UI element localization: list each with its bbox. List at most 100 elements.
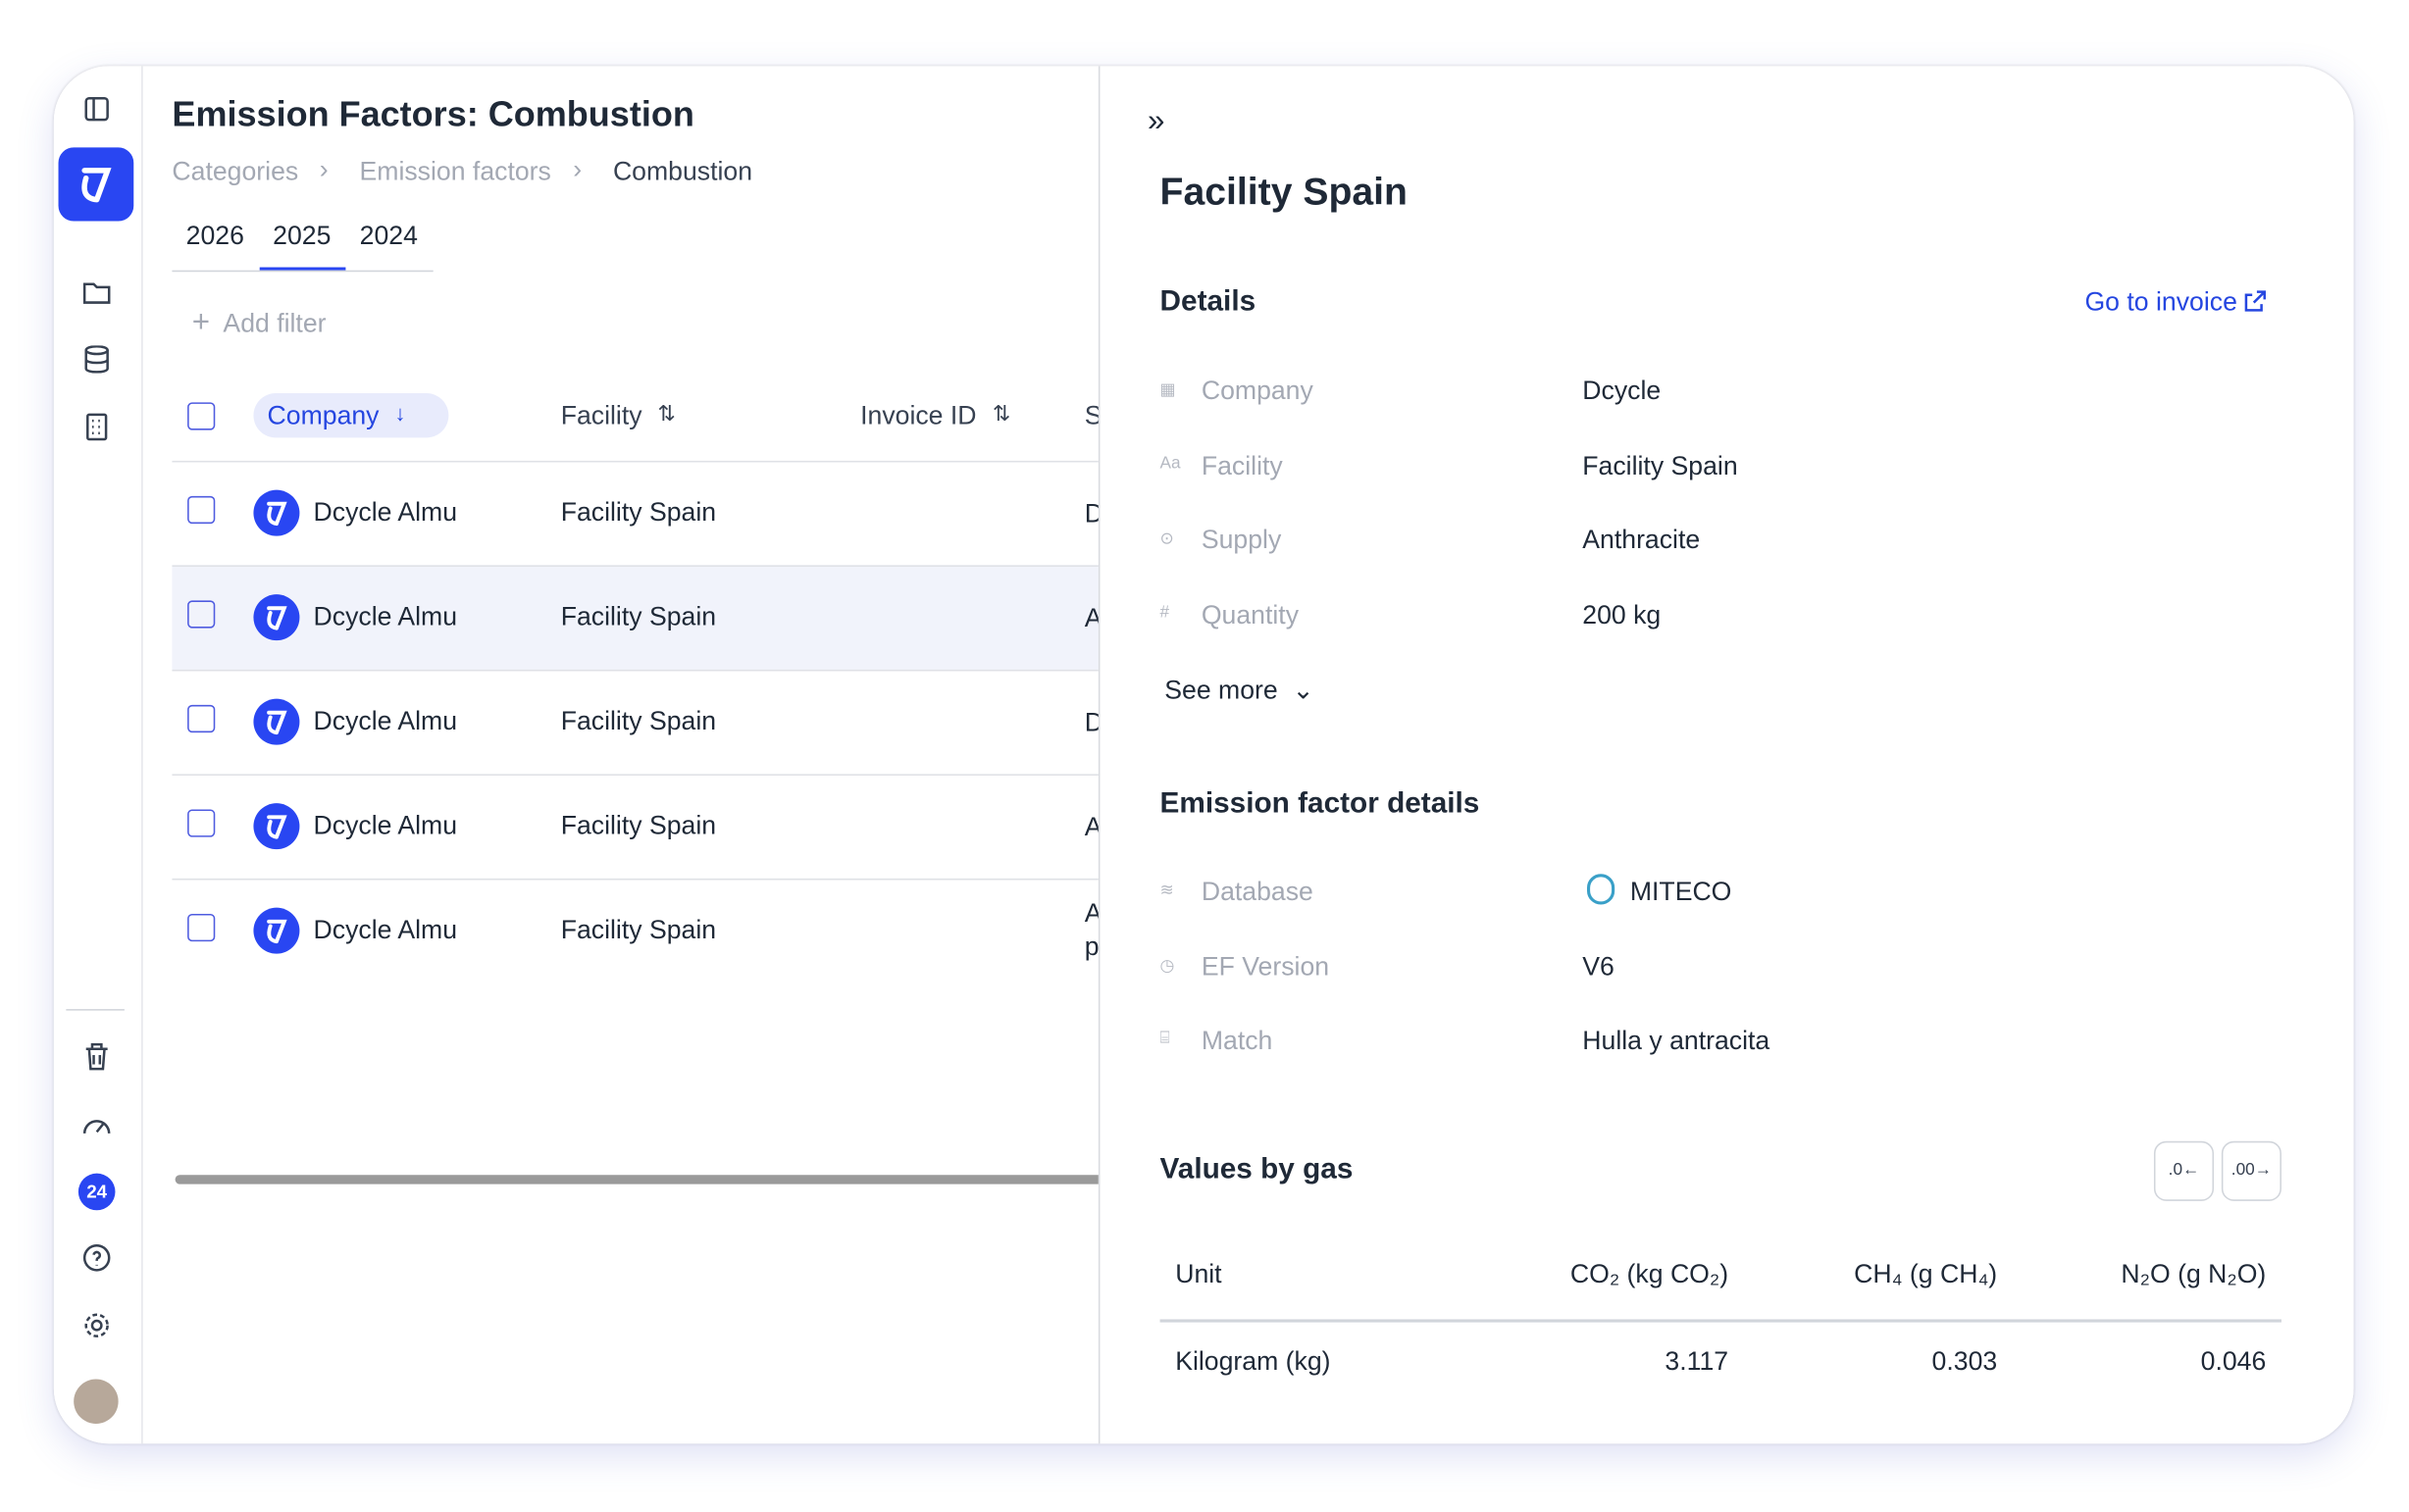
cell: Dcycle Almu — [313, 706, 458, 736]
active-tab-indicator — [258, 267, 345, 271]
breadcrumb-separator: › — [319, 155, 329, 184]
gas-header: CO₂ (kg CO₂) — [1569, 1259, 1729, 1289]
cell: Dcycle Almu — [313, 915, 458, 945]
checkbox[interactable] — [187, 809, 216, 837]
section-title: Emission factor details — [1159, 787, 1480, 821]
section-title: Details — [1159, 285, 1256, 319]
sidebar: 24 — [53, 66, 143, 1444]
gas-header: CH₄ (g CH₄) — [1854, 1259, 1998, 1289]
breadcrumb[interactable]: Categories — [172, 156, 299, 186]
collapse-panel[interactable]: » — [1148, 104, 1165, 138]
field-value: Anthracite — [1582, 526, 1701, 556]
field-label: Database — [1201, 877, 1313, 907]
folder-icon[interactable] — [82, 279, 111, 304]
field-icon: ≋ — [1159, 882, 1174, 900]
field-value: Dcycle — [1582, 376, 1662, 406]
gas-cell: 3.117 — [1665, 1346, 1729, 1377]
checkbox[interactable] — [187, 402, 216, 430]
cell: Facility Spain — [560, 497, 717, 528]
gas-header: Unit — [1175, 1259, 1222, 1289]
field-icon: ⊙ — [1159, 529, 1174, 549]
field-label: Company — [1201, 376, 1313, 406]
field-value: Hulla y antracita — [1582, 1026, 1770, 1056]
year-tab[interactable]: 2024 — [359, 221, 418, 251]
cell: A — [1085, 811, 1099, 844]
cell: Facility Spain — [560, 601, 717, 631]
row-divider — [172, 774, 1099, 776]
row-divider — [172, 878, 1099, 881]
gas-cell: 0.303 — [1931, 1346, 1998, 1377]
main-content: Emission Factors: Combustion Categories ›… — [141, 66, 1099, 1443]
year-tab[interactable]: 2025 — [273, 221, 332, 251]
field-icon: ◷ — [1159, 956, 1175, 976]
cell: Dcycle Almu — [313, 601, 458, 631]
checkbox[interactable] — [187, 495, 216, 525]
gauge-icon[interactable] — [81, 1112, 112, 1136]
field-icon: Aa — [1159, 454, 1181, 473]
help-icon[interactable] — [82, 1244, 111, 1272]
field-label: Supply — [1201, 526, 1282, 556]
see-more-label: See more — [1164, 676, 1278, 705]
company-logo — [253, 698, 300, 745]
row-divider — [172, 669, 1099, 672]
decrease-decimals[interactable]: .0← — [2153, 1140, 2215, 1201]
detail-panel: » Facility Spain Details Go to invoice ▦… — [1098, 66, 2354, 1444]
company-logo — [253, 803, 300, 850]
go-to-invoice[interactable]: Go to invoice — [2084, 287, 2266, 318]
toggle-sidebar[interactable] — [84, 96, 109, 122]
field-label: Facility — [1201, 451, 1283, 480]
checkbox[interactable] — [187, 600, 216, 629]
checkbox[interactable] — [187, 913, 216, 942]
field-icon: ⌸ — [1159, 1030, 1170, 1048]
increase-decimals[interactable]: .00→ — [2221, 1140, 2281, 1201]
logo[interactable] — [58, 147, 134, 222]
field-value: V6 — [1582, 951, 1615, 982]
separator — [66, 1009, 125, 1011]
field-label: EF Version — [1201, 951, 1330, 982]
column-header[interactable]: Facility — [560, 400, 642, 430]
field-value: Facility Spain — [1582, 451, 1738, 480]
field-value: 200 kg — [1582, 600, 1662, 630]
cell: D — [1085, 497, 1099, 530]
field-icon: # — [1159, 603, 1170, 623]
sort-chip[interactable] — [253, 392, 449, 438]
company-logo — [253, 907, 300, 954]
breadcrumb[interactable]: Emission factors — [359, 156, 551, 186]
sort-icon: ↓ — [394, 400, 406, 426]
section-title: Values by gas — [1159, 1153, 1354, 1186]
cell: A p — [1084, 898, 1099, 962]
settings-icon[interactable] — [83, 1312, 111, 1339]
field-label: Match — [1201, 1026, 1273, 1056]
row-divider — [172, 565, 1099, 567]
breadcrumb-separator: › — [573, 155, 583, 184]
link-label: Go to invoice — [2084, 286, 2237, 317]
database-icon[interactable] — [84, 345, 109, 374]
gas-cell: 0.046 — [2200, 1346, 2267, 1377]
trash-icon[interactable] — [84, 1042, 109, 1071]
scrollbar[interactable] — [175, 1175, 1099, 1184]
avatar[interactable] — [74, 1379, 119, 1424]
sort-icon: ⇅ — [992, 400, 1011, 426]
field-icon: ▦ — [1159, 380, 1176, 400]
breadcrumb: Combustion — [612, 156, 753, 186]
add-filter[interactable]: + Add filter — [191, 305, 327, 340]
year-tab[interactable]: 2026 — [185, 221, 244, 251]
notification-badge[interactable]: 24 — [77, 1173, 116, 1211]
column-header[interactable]: Invoice ID — [860, 400, 977, 430]
cell: Dcycle Almu — [313, 497, 458, 528]
cell: A — [1085, 602, 1099, 635]
add-filter-label: Add filter — [223, 308, 327, 338]
column-header[interactable]: S — [1085, 401, 1099, 431]
see-more[interactable]: See more ⌄ — [1164, 676, 1314, 705]
sort-icon: ⇅ — [657, 400, 676, 426]
cell: D — [1085, 706, 1099, 739]
app-window: 24 Emission Factors: Combustion Categori… — [53, 66, 2354, 1444]
checkbox[interactable] — [187, 704, 216, 733]
column-header[interactable]: Company — [267, 400, 380, 430]
company-logo — [253, 594, 300, 641]
panel-title: Facility Spain — [1159, 170, 1408, 214]
building-icon[interactable] — [86, 413, 108, 441]
gas-header: N₂O (g N₂O) — [2121, 1259, 2267, 1289]
